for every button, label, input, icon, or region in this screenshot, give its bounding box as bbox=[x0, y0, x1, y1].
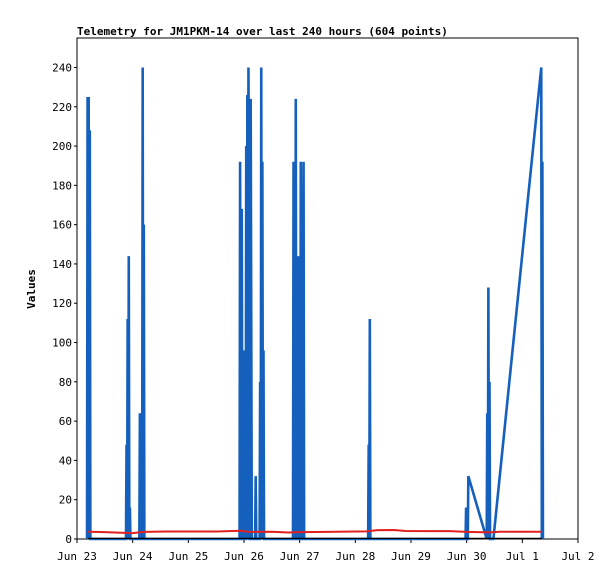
x-tick-label: Jun 28 bbox=[335, 550, 375, 563]
y-tick-label: 20 bbox=[59, 494, 72, 507]
y-tick-label: 60 bbox=[59, 415, 72, 428]
y-tick-label: 120 bbox=[52, 297, 72, 310]
y-axis-label: Values bbox=[25, 269, 38, 309]
x-tick-label: Jun 23 bbox=[57, 550, 97, 563]
x-tick-label: Jun 24 bbox=[113, 550, 153, 563]
y-tick-label: 180 bbox=[52, 179, 72, 192]
y-tick-label: 0 bbox=[65, 533, 72, 546]
y-tick-label: 220 bbox=[52, 101, 72, 114]
y-tick-label: 160 bbox=[52, 219, 72, 232]
chart-title: Telemetry for JM1PKM-14 over last 240 ho… bbox=[77, 25, 448, 38]
x-tick-label: Jun 27 bbox=[280, 550, 320, 563]
y-tick-label: 140 bbox=[52, 258, 72, 271]
y-axis: 0 20 40 60 80 100 120 140 160 180 200 220 240 bbox=[52, 61, 77, 546]
series-layer bbox=[85, 67, 545, 541]
y-tick-label: 40 bbox=[59, 454, 72, 467]
x-tick-label: Jun 26 bbox=[224, 550, 264, 563]
y-tick-label: 200 bbox=[52, 140, 72, 153]
y-tick-label: 100 bbox=[52, 337, 72, 350]
x-tick-label: Jun 29 bbox=[391, 550, 431, 563]
x-tick-label: Jun 25 bbox=[168, 550, 208, 563]
series-1-line bbox=[85, 67, 545, 541]
y-tick-label: 240 bbox=[52, 61, 72, 74]
series-2-line bbox=[88, 528, 542, 535]
x-tick-label: Jun 30 bbox=[447, 550, 487, 563]
plot-area bbox=[76, 37, 579, 540]
y-tick-label: 80 bbox=[59, 376, 72, 389]
x-tick-label: Jul 1 bbox=[506, 550, 539, 563]
x-axis: Jun 23 Jun 24 Jun 25 Jun 26 Jun 27 Jun 28 Jun … bbox=[57, 539, 595, 563]
x-tick-label: Jul 2 bbox=[561, 550, 594, 563]
